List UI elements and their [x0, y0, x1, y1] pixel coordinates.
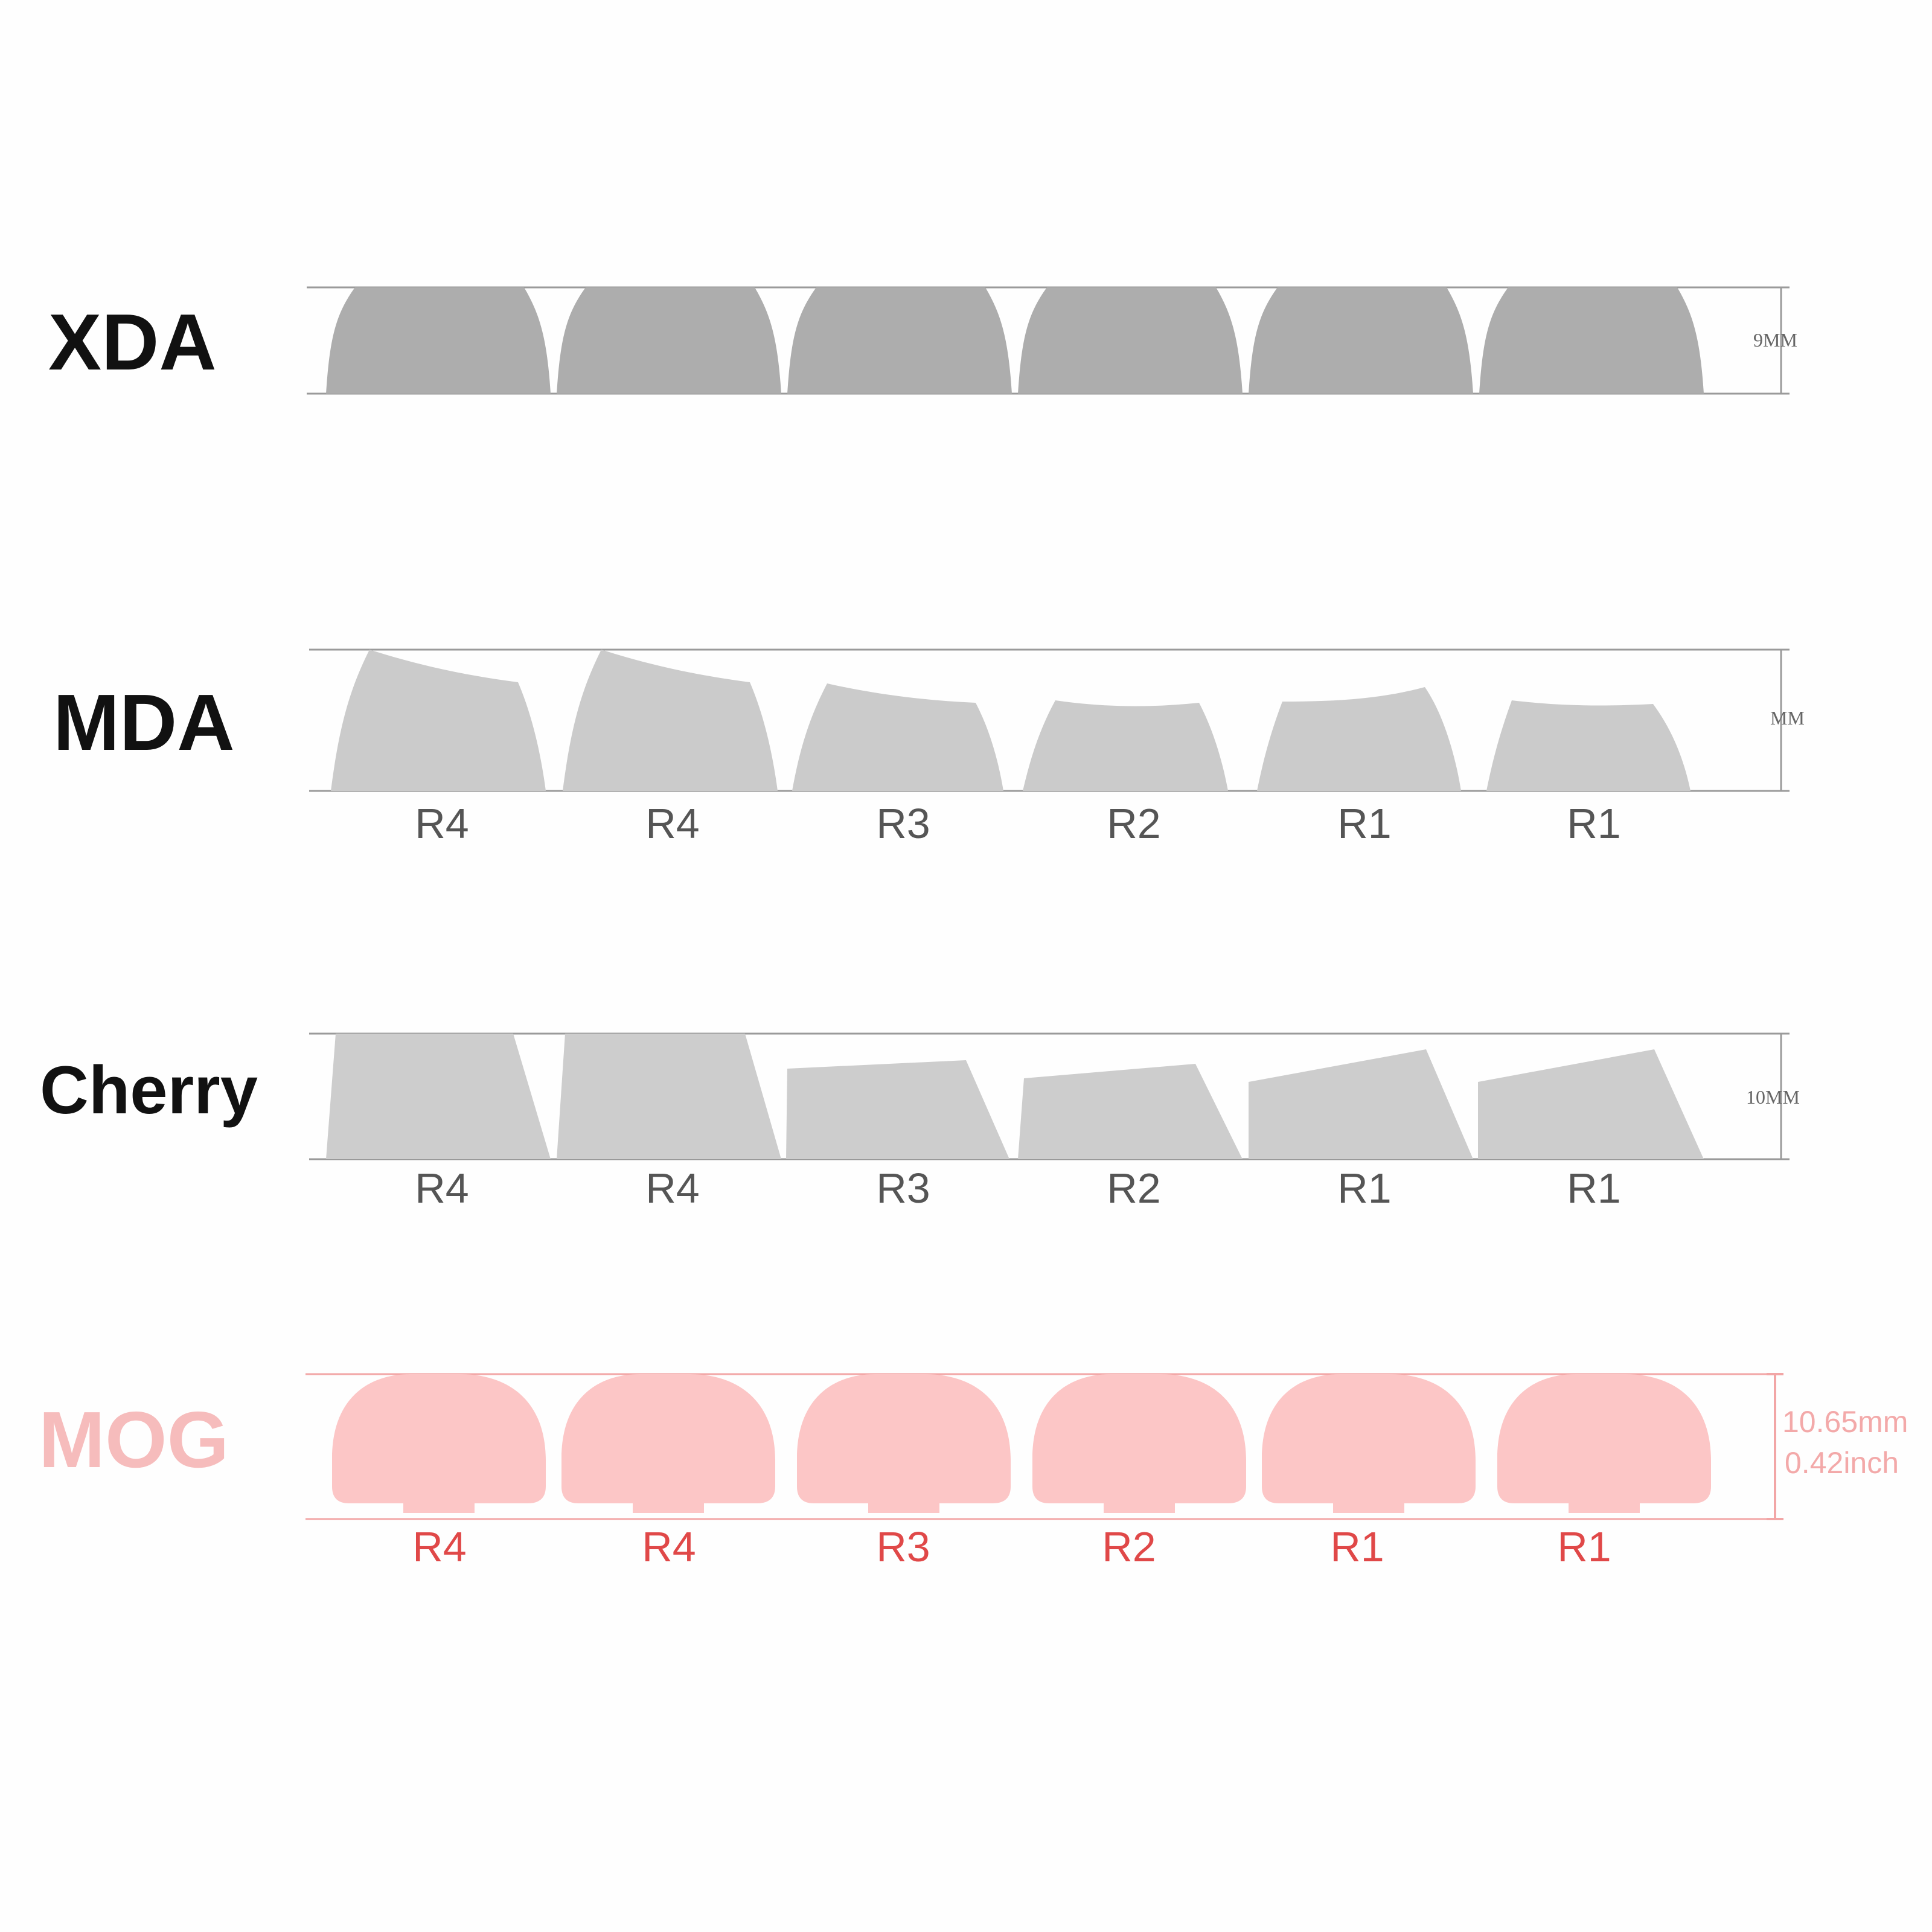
cherry-row-label: R2: [1107, 1165, 1160, 1212]
mda-row-label: R3: [876, 800, 930, 847]
mog-keycap-r3: [797, 1374, 1011, 1513]
cherry-keycap-r4: [326, 1034, 551, 1159]
cherry-row-labels: R4 R4 R3 R2 R1 R1: [415, 1165, 1620, 1212]
cherry-row-label: R1: [1567, 1165, 1620, 1212]
mog-keycap-r4: [561, 1374, 775, 1513]
mog-row-label: R4: [642, 1523, 696, 1570]
cherry-dimension-marker: [1733, 1032, 1790, 1160]
mog-dimension-marker: [1767, 1373, 1783, 1520]
mda-keycap-r3: [792, 683, 1003, 791]
mda-row-label: R4: [645, 800, 699, 847]
mda-keycap-r4: [563, 650, 778, 791]
mda-keycaps: [331, 650, 1690, 791]
mog-profile-label: MOG: [39, 1395, 229, 1484]
mda-keycap-r1: [1257, 687, 1461, 791]
mog-height-dimension-inch: 0.42inch: [1785, 1446, 1899, 1480]
mog-row-label: R3: [876, 1523, 930, 1570]
cherry-row-label: R4: [415, 1165, 469, 1212]
mog-keycap-r4: [332, 1374, 546, 1513]
mog-row-label: R1: [1557, 1523, 1611, 1570]
mda-row-label: R4: [415, 800, 469, 847]
mda-keycap-r1: [1486, 700, 1690, 791]
mog-keycap-r2: [1032, 1374, 1246, 1513]
cherry-row-label: R1: [1337, 1165, 1391, 1212]
cherry-row-label: R4: [645, 1165, 699, 1212]
xda-keycap: [1479, 287, 1704, 394]
xda-keycap: [787, 287, 1012, 394]
mog-keycap-r1: [1262, 1374, 1476, 1513]
mda-profile-label: MDA: [53, 678, 235, 767]
mda-row-label: R1: [1567, 800, 1620, 847]
xda-keycaps: [326, 287, 1704, 394]
cherry-keycap-r2: [1018, 1064, 1243, 1159]
mog-keycap-r1: [1497, 1374, 1711, 1513]
xda-height-dimension: 9MM: [1753, 329, 1797, 351]
cherry-keycap-r3: [786, 1060, 1009, 1159]
xda-keycap: [326, 287, 551, 394]
cherry-keycaps: [326, 1034, 1704, 1159]
mda-height-dimension: MM: [1770, 707, 1805, 729]
cherry-keycap-r4: [557, 1034, 781, 1159]
mog-keycaps: [332, 1374, 1711, 1513]
mda-dimension-marker: [1733, 648, 1790, 792]
xda-keycap: [1249, 287, 1473, 394]
xda-profile-label: XDA: [48, 298, 217, 386]
mda-keycap-r4: [331, 650, 546, 791]
cherry-height-dimension: 10MM: [1746, 1086, 1800, 1108]
mog-row-label: R4: [412, 1523, 466, 1570]
mda-profile-section: MDA MM R4 R4 R3 R2 R1 R1: [53, 648, 1805, 847]
mog-row-label: R2: [1102, 1523, 1156, 1570]
mog-height-dimension-mm: 10.65mm: [1782, 1405, 1908, 1439]
cherry-keycap-r1: [1478, 1049, 1704, 1159]
xda-dimension-marker: [1773, 286, 1790, 395]
cherry-keycap-r1: [1249, 1049, 1473, 1159]
mda-keycap-r2: [1023, 700, 1228, 791]
mog-row-label: R1: [1330, 1523, 1384, 1570]
mog-row-labels: R4 R4 R3 R2 R1 R1: [412, 1523, 1611, 1570]
xda-profile-section: XDA 9MM: [48, 286, 1797, 395]
cherry-profile-section: Cherry 10MM R4 R4 R3 R2 R1 R1: [40, 1032, 1800, 1212]
cherry-profile-label: Cherry: [40, 1052, 258, 1128]
cherry-row-label: R3: [876, 1165, 930, 1212]
mda-row-label: R2: [1107, 800, 1160, 847]
mda-row-label: R1: [1337, 800, 1391, 847]
xda-keycap: [557, 287, 781, 394]
mog-profile-section: MOG 10.65mm 0.42inch R4 R4 R3 R2 R1 R1: [39, 1373, 1908, 1570]
xda-keycap: [1018, 287, 1243, 394]
mda-row-labels: R4 R4 R3 R2 R1 R1: [415, 800, 1620, 847]
